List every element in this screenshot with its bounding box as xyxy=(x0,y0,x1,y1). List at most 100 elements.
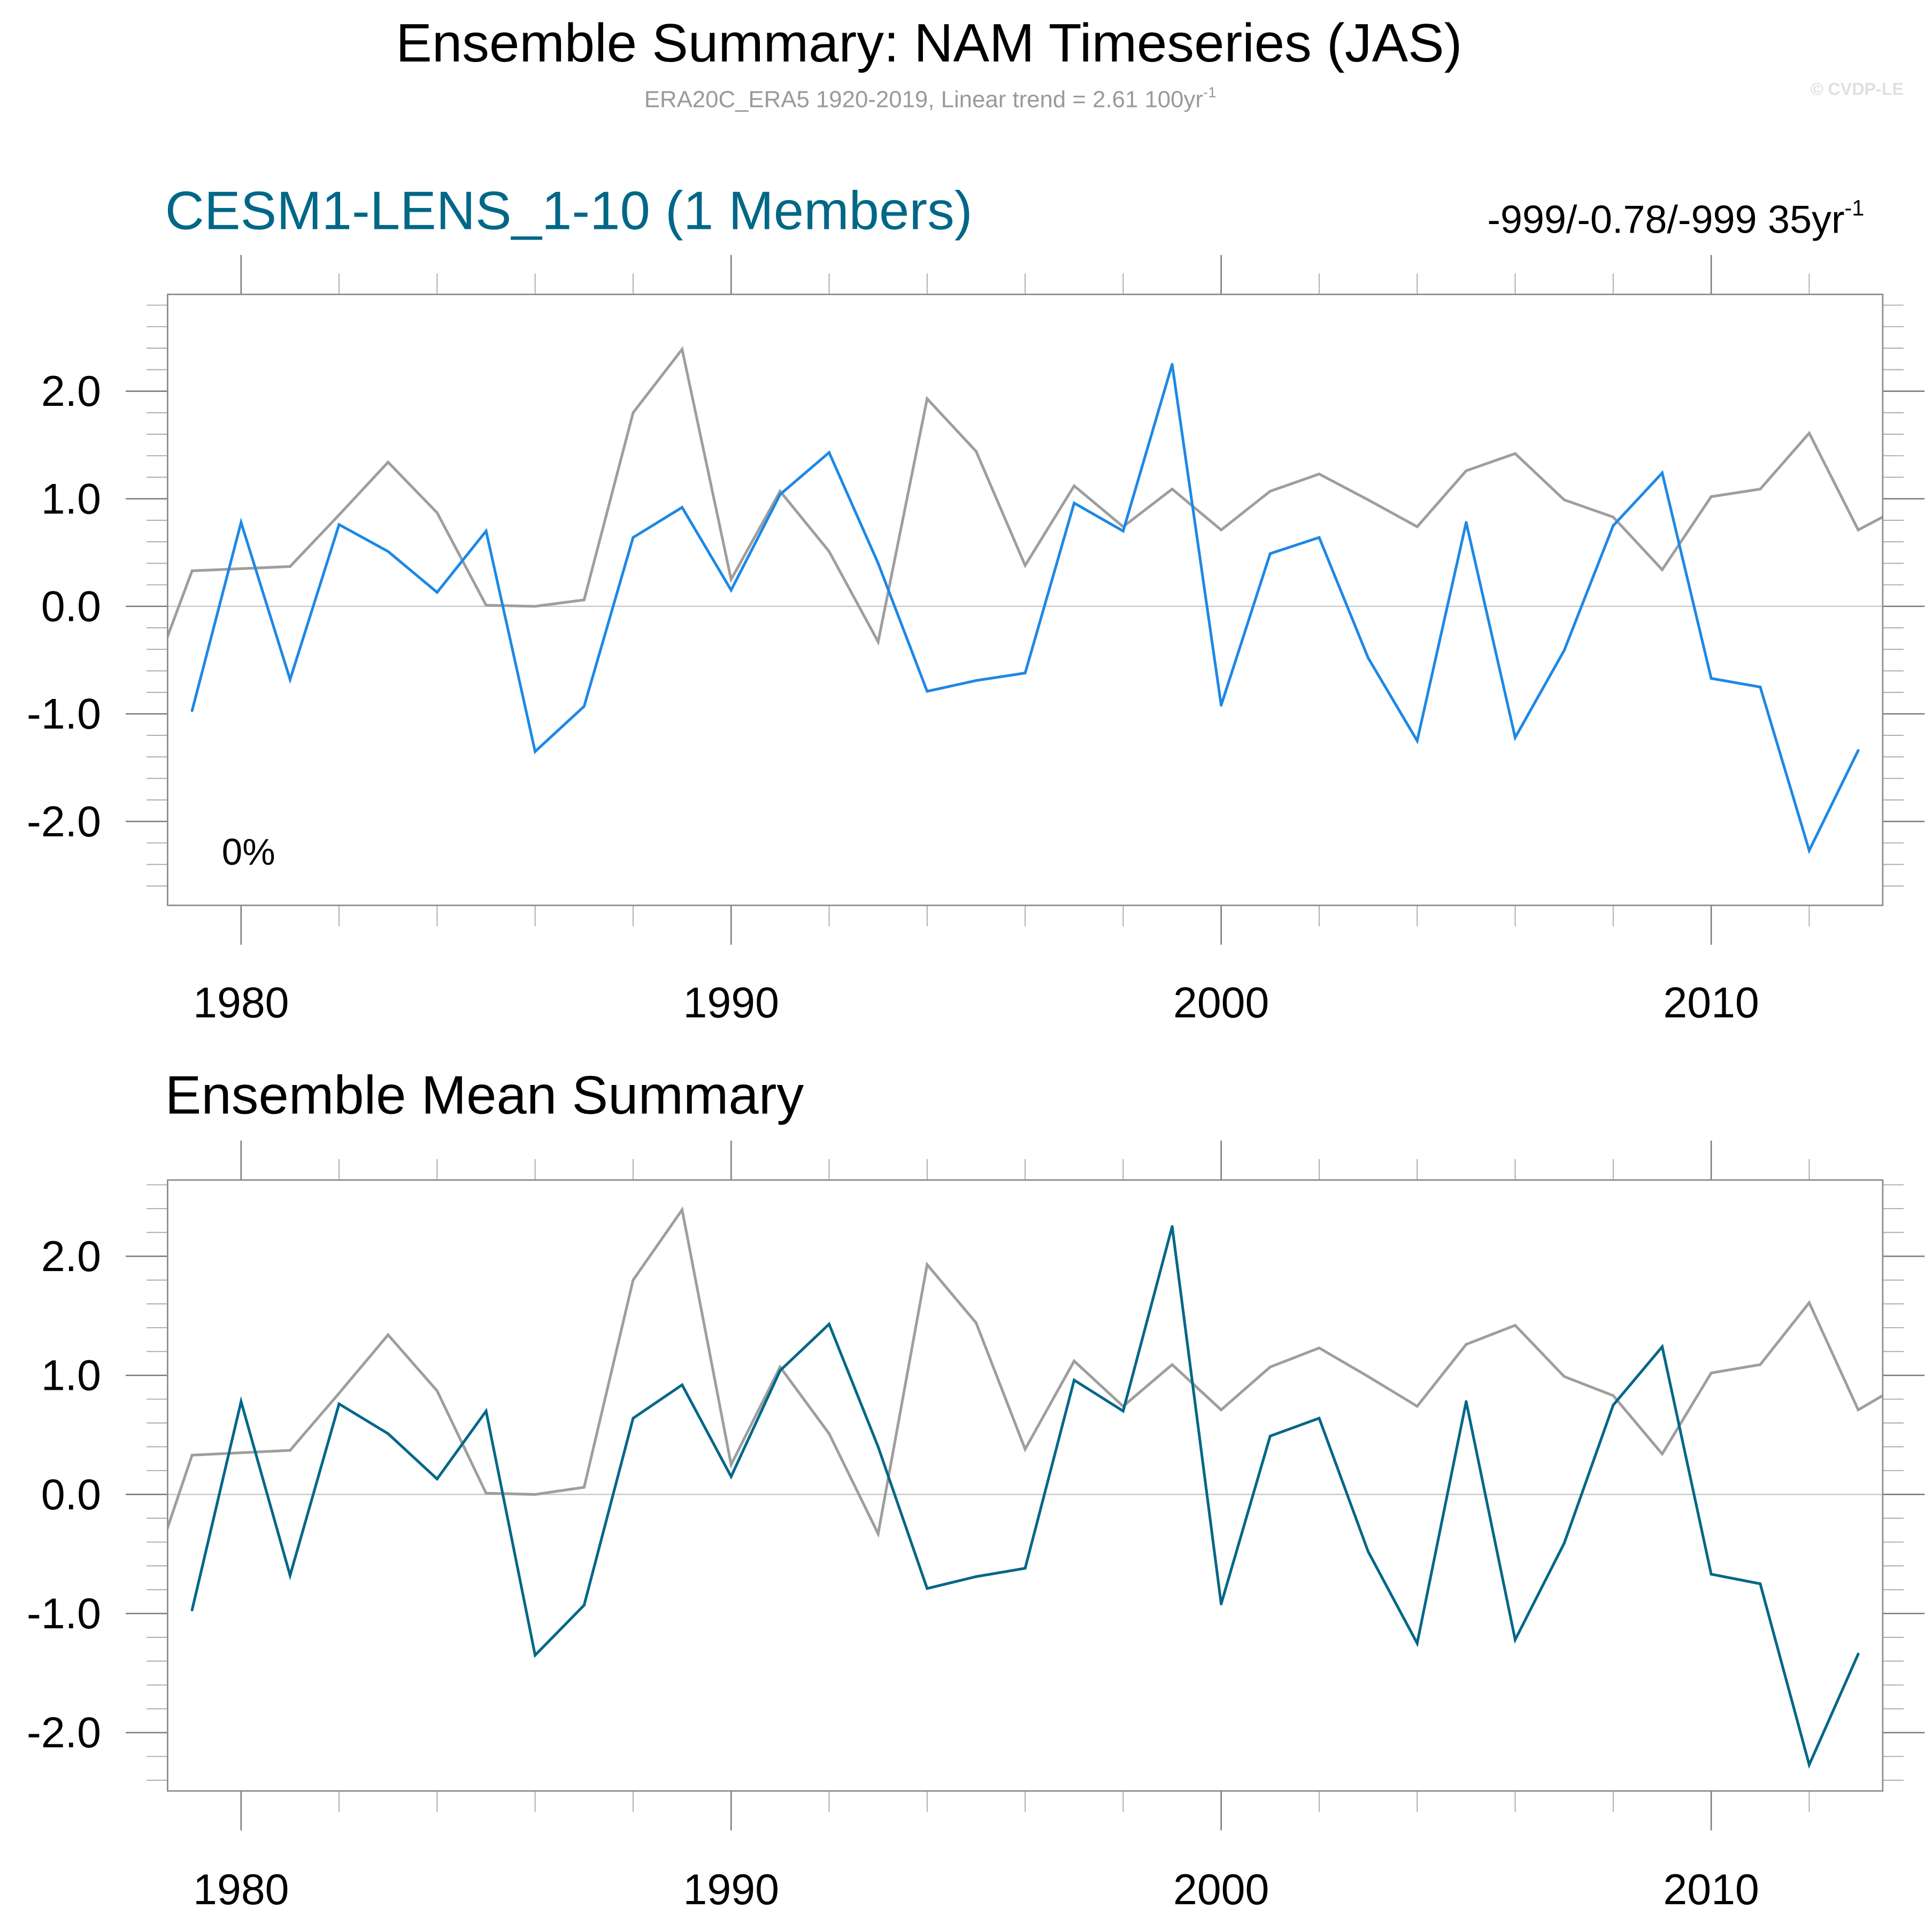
observation-point-1987 xyxy=(582,598,586,602)
observation-point-1986 xyxy=(534,1493,537,1496)
model-point-1995 xyxy=(974,679,977,682)
observation-point-2003 xyxy=(1367,1375,1370,1378)
model-point-1988 xyxy=(632,536,635,539)
subtitle-superscript: -1 xyxy=(1203,84,1217,101)
observation-point-1995 xyxy=(974,450,977,453)
trend-text: -999/-0.78/-999 35yr xyxy=(1487,197,1844,241)
observation-point-1987 xyxy=(582,1486,586,1489)
panel-title: CESM1-LENS_1-10 (1 Members) xyxy=(165,180,973,241)
model-point-1980 xyxy=(240,1400,243,1403)
observation-point-2001 xyxy=(1268,490,1272,493)
model-point-2011 xyxy=(1759,686,1762,689)
subtitle-text: ERA20C_ERA5 1920-2019, Linear trend = 2.… xyxy=(644,86,1203,112)
series-group xyxy=(167,346,1883,855)
model-point-1987 xyxy=(582,1604,586,1607)
percent-annotation: 0% xyxy=(222,831,275,873)
model-point-1999 xyxy=(1171,1225,1174,1228)
observation-point-2005 xyxy=(1465,1343,1468,1346)
observation-point-2003 xyxy=(1367,498,1370,502)
model-point-1989 xyxy=(681,1383,684,1387)
model-point-1995 xyxy=(974,1575,977,1578)
observation-point-2011 xyxy=(1759,1363,1762,1366)
model-point-2009 xyxy=(1660,471,1664,474)
model-point-1982 xyxy=(337,523,341,526)
subtitle: ERA20C_ERA5 1920-2019, Linear trend = 2.… xyxy=(644,84,1217,112)
observation-point-2002 xyxy=(1318,1346,1321,1350)
observation-point-1983 xyxy=(387,460,390,464)
observation-point-2004 xyxy=(1415,525,1419,528)
observation-point-2002 xyxy=(1318,472,1321,475)
model-point-1990 xyxy=(729,1475,733,1478)
model-point-2002 xyxy=(1318,1417,1321,1420)
observation-point-1982 xyxy=(337,1391,341,1395)
observation-point-1984 xyxy=(435,1389,438,1392)
model-point-2004 xyxy=(1415,739,1419,742)
model-point-2007 xyxy=(1562,649,1566,652)
y-tick-label: 2.0 xyxy=(41,1233,101,1281)
observation-point-1994 xyxy=(926,397,929,401)
model-point-1987 xyxy=(582,705,586,708)
observation-point-1979 xyxy=(190,1453,194,1457)
model-point-2010 xyxy=(1710,677,1713,680)
x-tick-label: 2010 xyxy=(1663,979,1759,1027)
observation-point-1993 xyxy=(876,640,880,643)
model-point-1985 xyxy=(484,1410,488,1413)
model-point-1983 xyxy=(387,1432,390,1435)
y-tick-label: -2.0 xyxy=(27,1709,101,1757)
model-point-2007 xyxy=(1562,1542,1566,1545)
plot-frame xyxy=(166,1179,1884,1792)
observation-point-1997 xyxy=(1073,1359,1076,1363)
trend-label: -999/-0.78/-999 35yr-1 xyxy=(1487,195,1864,241)
model-point-1998 xyxy=(1121,529,1125,533)
model-point-2003 xyxy=(1367,1550,1370,1553)
x-tick-label: 1980 xyxy=(193,1866,289,1914)
model-point-1979 xyxy=(190,709,194,712)
model-point-1997 xyxy=(1073,502,1076,505)
x-tick-label: 1980 xyxy=(193,979,289,1027)
model-point-1981 xyxy=(288,1574,292,1577)
model-point-1993 xyxy=(876,1445,880,1449)
model-point-1999 xyxy=(1171,363,1174,366)
y-tick-label: 1.0 xyxy=(41,475,101,523)
model-point-1981 xyxy=(288,678,292,681)
y-tick-label: 2.0 xyxy=(41,367,101,415)
model-point-2013 xyxy=(1857,749,1860,752)
observation-point-2008 xyxy=(1612,515,1615,519)
model-point-2000 xyxy=(1220,704,1223,707)
model-point-2012 xyxy=(1807,849,1811,852)
observation-point-1994 xyxy=(926,1263,929,1266)
observation-point-2005 xyxy=(1465,469,1468,472)
observation-point-2007 xyxy=(1562,1375,1566,1378)
model-point-2009 xyxy=(1660,1345,1664,1349)
y-tick-label: 0.0 xyxy=(41,1471,101,1519)
observation-point-1986 xyxy=(534,605,537,608)
observation-point-2010 xyxy=(1710,495,1713,498)
model-point-1997 xyxy=(1073,1379,1076,1382)
observation-point-1997 xyxy=(1073,484,1076,488)
model-point-2011 xyxy=(1759,1582,1762,1586)
y-tick-label: -2.0 xyxy=(27,798,101,846)
observation-point-2013 xyxy=(1857,528,1860,532)
model-point-1979 xyxy=(190,1609,194,1612)
observation-point-2012 xyxy=(1807,432,1811,435)
model-point-1994 xyxy=(926,690,929,693)
observation-point-1990 xyxy=(729,1463,733,1466)
model-point-1980 xyxy=(240,521,243,524)
observation-point-2009 xyxy=(1660,1452,1664,1456)
y-tick-label: 0.0 xyxy=(41,583,101,631)
observation-point-2000 xyxy=(1220,1409,1223,1412)
model-point-1985 xyxy=(484,529,488,533)
main-title: Ensemble Summary: NAM Timeseries (JAS) xyxy=(396,13,1462,73)
panel-ensemble-mean: Ensemble Mean Summary 2.0 1.0 0.0 -1.0 -2.0 1… xyxy=(27,1065,1925,1914)
observation-point-2006 xyxy=(1513,452,1517,455)
observation-point-1991 xyxy=(779,1365,782,1368)
y-tick-label: 1.0 xyxy=(41,1352,101,1400)
observation-point-2007 xyxy=(1562,498,1566,502)
model-point-1998 xyxy=(1121,1410,1125,1413)
model-point-1986 xyxy=(534,750,537,753)
model-point-2005 xyxy=(1465,1400,1468,1403)
observation-point-1982 xyxy=(337,513,341,517)
observation-point-1989 xyxy=(681,1208,684,1211)
x-tick-label: 2010 xyxy=(1663,1866,1759,1914)
